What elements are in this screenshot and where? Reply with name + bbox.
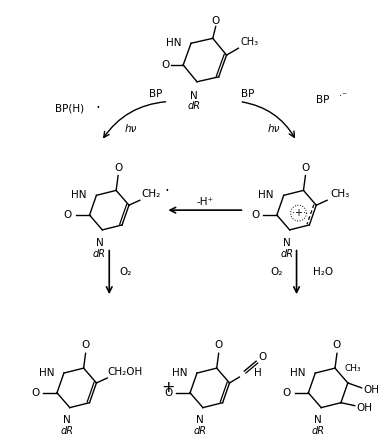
Text: O: O <box>258 352 266 362</box>
Text: BP(H): BP(H) <box>55 103 84 114</box>
Text: N: N <box>196 415 204 426</box>
Text: N: N <box>283 238 290 248</box>
Text: HN: HN <box>258 191 274 200</box>
Text: BP: BP <box>149 89 162 99</box>
Text: ·+·: ·+· <box>292 208 305 218</box>
Text: CH₃: CH₃ <box>330 189 350 199</box>
Text: +: + <box>162 381 175 396</box>
Text: O: O <box>82 340 90 351</box>
Text: dR: dR <box>312 427 325 436</box>
Text: H: H <box>254 368 262 378</box>
Text: O: O <box>162 60 170 70</box>
Text: O: O <box>301 163 310 173</box>
Text: HN: HN <box>71 191 87 200</box>
Text: H₂O: H₂O <box>313 267 333 277</box>
Text: O₂: O₂ <box>270 267 283 277</box>
Text: CH₂: CH₂ <box>141 189 160 199</box>
Text: dR: dR <box>193 427 207 436</box>
Text: HN: HN <box>172 368 187 378</box>
Text: O: O <box>214 340 223 351</box>
Text: N: N <box>63 415 71 426</box>
Text: O: O <box>333 340 341 351</box>
Text: O: O <box>251 210 259 220</box>
Text: -H⁺: -H⁺ <box>196 197 213 207</box>
Text: OH: OH <box>363 385 379 395</box>
Text: hν: hν <box>268 124 280 134</box>
Text: hν: hν <box>125 124 137 134</box>
Text: N: N <box>314 415 322 426</box>
Text: ·⁻: ·⁻ <box>339 91 347 102</box>
Text: O₂: O₂ <box>120 267 132 277</box>
Text: BP: BP <box>241 89 254 99</box>
Text: N: N <box>96 238 103 248</box>
Text: dR: dR <box>60 427 73 436</box>
Text: O: O <box>283 388 291 398</box>
Text: OH: OH <box>357 403 372 413</box>
Text: O: O <box>31 388 40 398</box>
Text: HN: HN <box>290 368 305 378</box>
Text: O: O <box>164 388 172 398</box>
Text: dR: dR <box>280 248 293 259</box>
Text: O: O <box>212 15 220 26</box>
Text: ·: · <box>95 101 100 116</box>
Text: ·: · <box>164 184 169 199</box>
Text: N: N <box>190 91 198 101</box>
Text: HN: HN <box>38 368 54 378</box>
Text: O: O <box>114 163 122 173</box>
Text: HN: HN <box>166 38 181 48</box>
Text: CH₃: CH₃ <box>345 364 361 373</box>
Text: CH₃: CH₃ <box>240 37 258 47</box>
Text: CH₂OH: CH₂OH <box>107 367 143 377</box>
Text: dR: dR <box>187 102 201 111</box>
Text: O: O <box>64 210 72 220</box>
Text: BP: BP <box>316 95 330 105</box>
Text: dR: dR <box>93 248 106 259</box>
